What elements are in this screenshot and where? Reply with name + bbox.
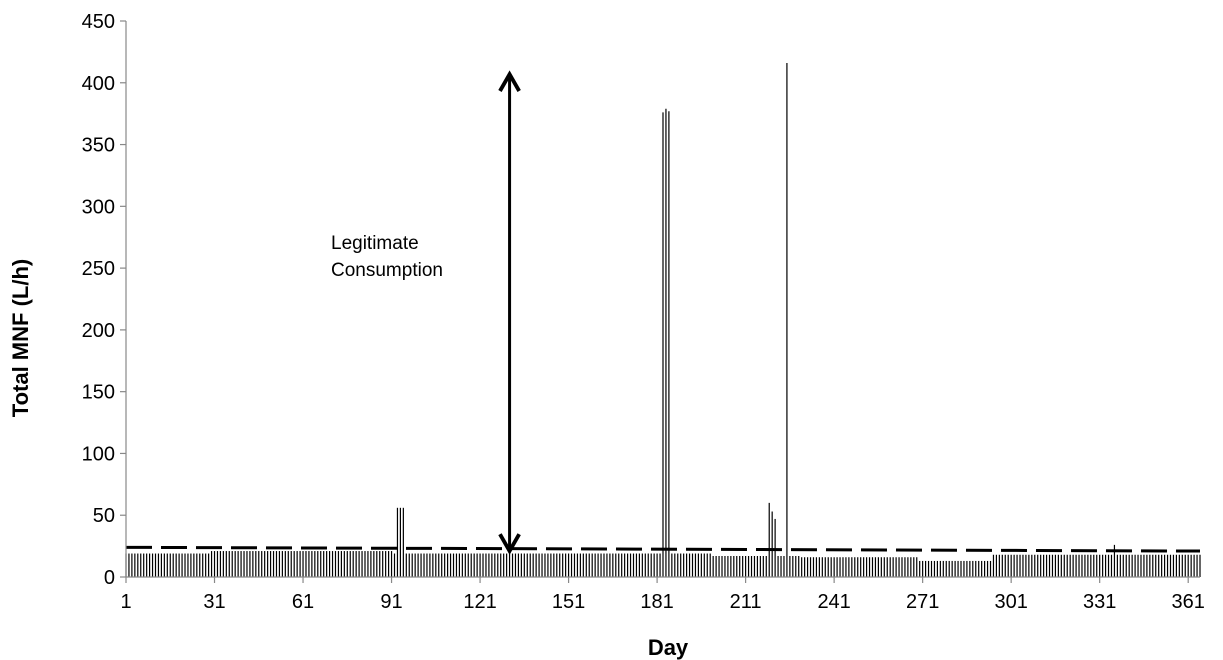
x-tick-label: 331 — [1083, 591, 1116, 613]
bars-layer — [125, 63, 1201, 577]
axes-layer: 0 50 100 150 200 250 300 350 400 450 1 31 61 91 121 151… — [82, 11, 1205, 613]
y-tick-label: 250 — [82, 258, 115, 280]
y-tick-label: 450 — [82, 11, 115, 33]
y-tick-label: 0 — [104, 567, 115, 589]
annotation-line-1: Legitimate — [331, 233, 419, 254]
x-tick-label: 121 — [463, 591, 496, 613]
y-tick-label: 150 — [82, 382, 115, 404]
x-tick-label: 91 — [380, 591, 402, 613]
x-axis-title: Day — [648, 635, 689, 660]
x-tick-label: 1 — [120, 591, 131, 613]
annotation-line-2: Consumption — [331, 260, 443, 281]
annotation-label: Legitimate Consumption — [331, 233, 443, 281]
x-tick-label: 211 — [730, 591, 762, 613]
y-tick-label: 300 — [82, 196, 115, 218]
x-tick-label: 151 — [552, 591, 585, 613]
x-tick-label: 271 — [906, 591, 939, 613]
y-tick-label: 100 — [82, 443, 115, 465]
x-tick-label: 361 — [1172, 591, 1205, 613]
y-tick-label: 200 — [82, 320, 115, 342]
y-tick-label: 50 — [93, 505, 115, 527]
x-tick-label: 31 — [203, 591, 225, 613]
x-tick-label: 241 — [817, 591, 850, 613]
y-tick-label: 350 — [82, 135, 115, 157]
x-tick-label: 181 — [640, 591, 673, 613]
x-tick-label: 61 — [292, 591, 314, 613]
x-tick-label: 301 — [994, 591, 1027, 613]
y-tick-label: 400 — [82, 73, 115, 95]
threshold-dashed-line — [125, 545, 1201, 553]
y-axis-title: Total MNF (L/h) — [8, 259, 33, 417]
